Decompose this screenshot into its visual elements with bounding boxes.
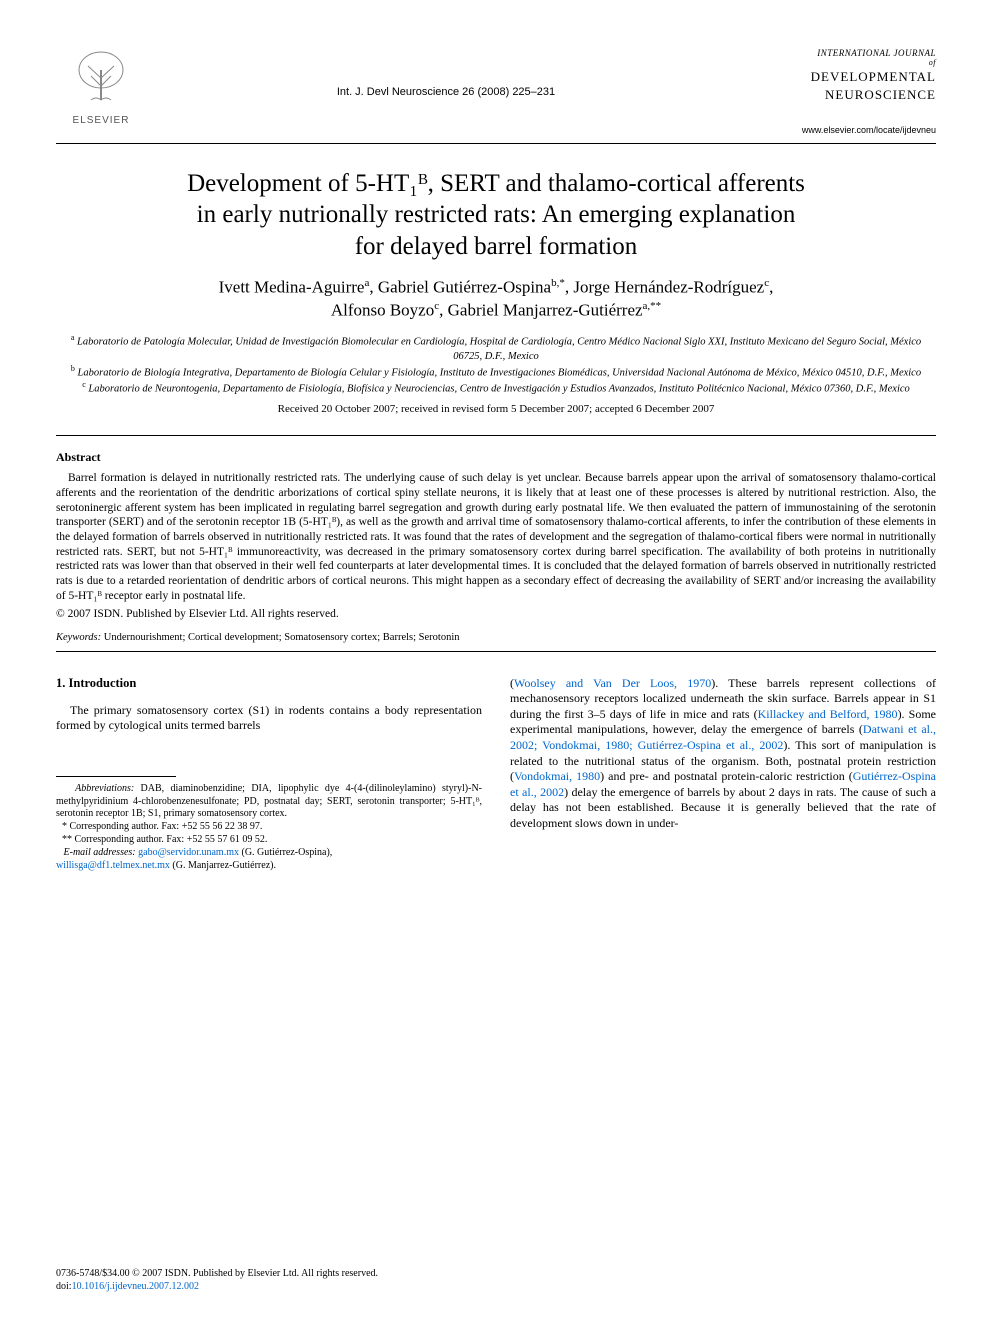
affiliation-c: c Laboratorio de Neurontogenia, Departam…: [56, 380, 936, 397]
title-line-3: for delayed barrel formation: [355, 233, 638, 260]
article-title: Development of 5-HT₁ᴮ, SERT and thalamo-…: [86, 168, 906, 262]
footnote-emails: E-mail addresses: gabo@servidor.unam.mx …: [56, 847, 482, 873]
col-right: (Woolsey and Van Der Loos, 1970). These …: [510, 676, 936, 873]
elsevier-tree-icon: [66, 48, 136, 108]
abstract-copyright: © 2007 ISDN. Published by Elsevier Ltd. …: [56, 608, 936, 620]
p2-mid4: ) and pre- and postnatal protein-caloric…: [600, 769, 853, 783]
abstract-body: Barrel formation is delayed in nutrition…: [56, 471, 936, 603]
affiliations: a Laboratorio de Patología Molecular, Un…: [56, 333, 936, 397]
title-line-1: Development of 5-HT₁ᴮ, SERT and thalamo-…: [187, 170, 805, 197]
section-1-heading: 1. Introduction: [56, 676, 482, 691]
section-1-p1: The primary somatosensory cortex (S1) in…: [56, 703, 482, 734]
footer-doi: doi:10.1016/j.ijdevneu.2007.12.002: [56, 1280, 936, 1293]
affiliation-b-text: Laboratorio de Biología Integrativa, Dep…: [78, 367, 922, 378]
authors: Ivett Medina-Aguirrea, Gabriel Gutiérrez…: [56, 276, 936, 323]
col-left: 1. Introduction The primary somatosensor…: [56, 676, 482, 873]
email-1-who: (G. Gutiérrez-Ospina),: [241, 847, 332, 858]
section-1-p2: (Woolsey and Van Der Loos, 1970). These …: [510, 676, 936, 832]
journal-citation: Int. J. Devl Neuroscience 26 (2008) 225–…: [146, 86, 746, 98]
ref-killackey[interactable]: Killackey and Belford, 1980: [758, 707, 898, 721]
p2-mid5: ) delay the emergence of barrels by abou…: [510, 785, 936, 830]
journal-small-of: of: [746, 58, 936, 67]
abbrev-label: Abbreviations:: [75, 783, 134, 794]
journal-name-2: NEUROSCIENCE: [746, 87, 936, 103]
doi-label: doi:: [56, 1281, 72, 1292]
footnote-corr1: * Corresponding author. Fax: +52 55 56 2…: [56, 821, 482, 834]
journal-small-top: INTERNATIONAL JOURNAL: [746, 48, 936, 58]
rule-before-abstract: [56, 435, 936, 436]
footnote-corr2: ** Corresponding author. Fax: +52 55 57 …: [56, 834, 482, 847]
footnote-rule: [56, 776, 176, 777]
email-1[interactable]: gabo@servidor.unam.mx: [138, 847, 239, 858]
ref-woolsey[interactable]: Woolsey and Van Der Loos, 1970: [514, 676, 711, 690]
abstract-heading: Abstract: [56, 450, 936, 465]
body-columns: 1. Introduction The primary somatosensor…: [56, 676, 936, 873]
rule-after-keywords: [56, 651, 936, 652]
doi-link[interactable]: 10.1016/j.ijdevneu.2007.12.002: [72, 1281, 200, 1292]
received-dates: Received 20 October 2007; received in re…: [56, 403, 936, 415]
elsevier-logo: ELSEVIER: [56, 48, 146, 126]
email-2[interactable]: willisga@df1.telmex.net.mx: [56, 860, 170, 871]
title-line-2: in early nutrionally restricted rats: An…: [197, 201, 796, 228]
rule-top: [56, 143, 936, 144]
journal-box: INTERNATIONAL JOURNAL of DEVELOPMENTAL N…: [746, 48, 936, 135]
journal-name-1: DEVELOPMENTAL: [746, 69, 936, 85]
elsevier-label: ELSEVIER: [56, 115, 146, 126]
keywords-list: Undernourishment; Cortical development; …: [104, 632, 460, 643]
keywords-label: Keywords:: [56, 632, 101, 643]
affiliation-b: b Laboratorio de Biología Integrativa, D…: [56, 364, 936, 381]
header: ELSEVIER Int. J. Devl Neuroscience 26 (2…: [56, 48, 936, 135]
affiliation-a: a Laboratorio de Patología Molecular, Un…: [56, 333, 936, 364]
ref-vondokmai[interactable]: Vondokmai, 1980: [514, 769, 600, 783]
email-label: E-mail addresses:: [64, 847, 136, 858]
footnote-abbrev: Abbreviations: DAB, diaminobenzidine; DI…: [56, 783, 482, 821]
footer-copyright: 0736-5748/$34.00 © 2007 ISDN. Published …: [56, 1267, 936, 1280]
keywords: Keywords: Undernourishment; Cortical dev…: [56, 632, 936, 643]
email-2-who: (G. Manjarrez-Gutiérrez).: [172, 860, 276, 871]
affiliation-c-text: Laboratorio de Neurontogenia, Departamen…: [88, 384, 909, 395]
affiliation-a-text: Laboratorio de Patología Molecular, Unid…: [77, 336, 921, 361]
journal-url: www.elsevier.com/locate/ijdevneu: [746, 125, 936, 135]
page-footer: 0736-5748/$34.00 © 2007 ISDN. Published …: [56, 1267, 936, 1293]
